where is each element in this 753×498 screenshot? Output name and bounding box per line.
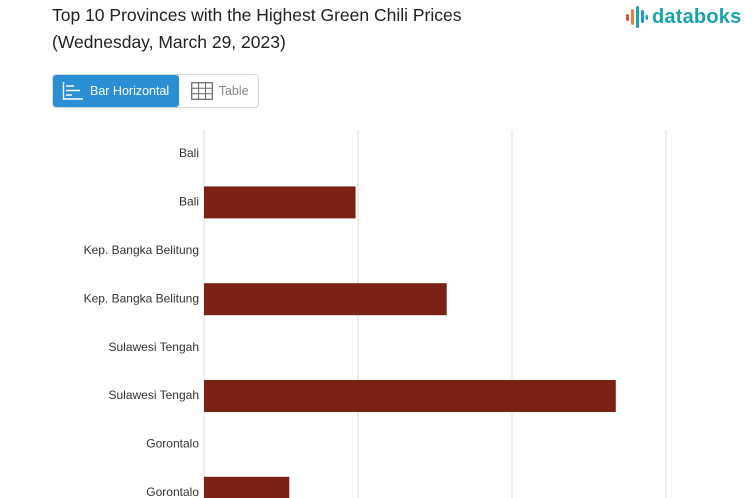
- bar[interactable]: [204, 380, 616, 412]
- table-tab[interactable]: Table: [179, 75, 258, 107]
- bar[interactable]: [204, 186, 356, 219]
- databoks-logo-text: databoks: [652, 5, 742, 28]
- chart-title: Top 10 Provinces with the Highest Green …: [52, 2, 572, 56]
- table-label: Table: [218, 84, 249, 98]
- databoks-logo-icon: [626, 6, 648, 28]
- view-toggle: Bar Horizontal Table: [52, 74, 259, 108]
- bar[interactable]: [204, 283, 447, 316]
- bar-horizontal-label: Bar Horizontal: [90, 84, 170, 98]
- category-label: Sulawesi Tengah: [108, 340, 199, 354]
- chart-title-line-1: Top 10 Provinces with the Highest Green …: [52, 5, 462, 25]
- databoks-logo: databoks: [626, 4, 741, 30]
- bar-horizontal-tab[interactable]: Bar Horizontal: [53, 75, 179, 107]
- category-label: Gorontalo: [146, 437, 199, 451]
- category-label: Kep. Bangka Belitung: [84, 291, 199, 305]
- bar-horizontal-icon: [62, 82, 83, 100]
- category-label: Sulawesi Tengah: [108, 388, 199, 402]
- category-label: Bali: [179, 146, 199, 160]
- table-icon: [190, 82, 213, 100]
- category-label: Gorontalo: [146, 485, 199, 498]
- category-label: Kep. Bangka Belitung: [84, 243, 199, 257]
- bar[interactable]: [204, 476, 290, 498]
- chart-title-line-2: (Wednesday, March 29, 2023): [52, 32, 286, 52]
- category-label: Bali: [179, 195, 199, 209]
